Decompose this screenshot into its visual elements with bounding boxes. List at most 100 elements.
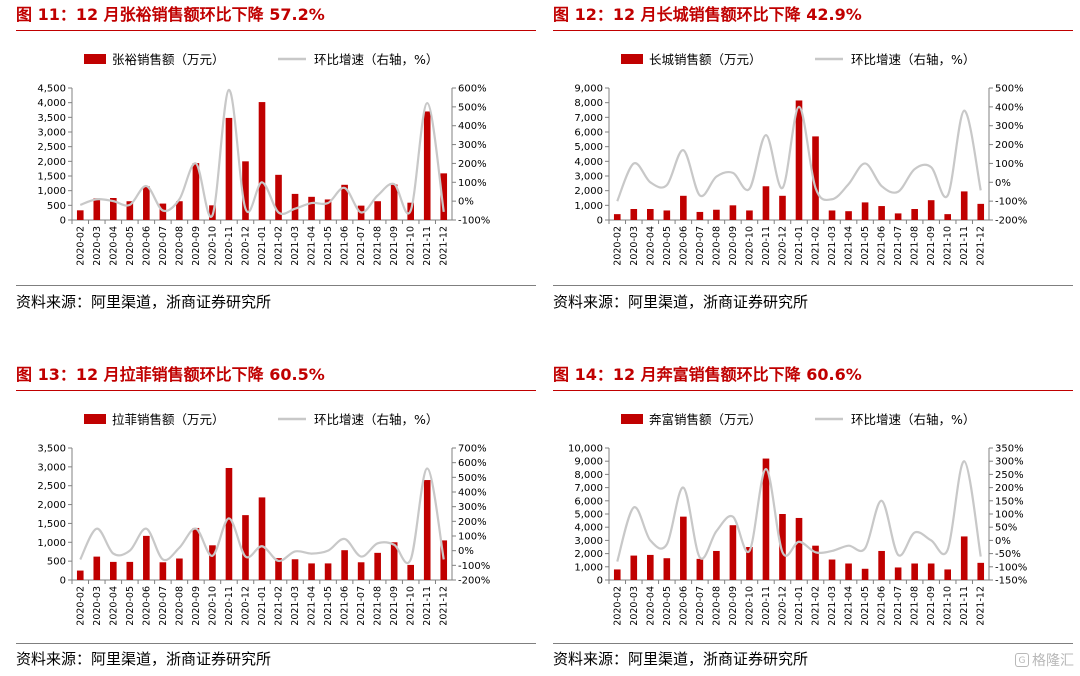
x-tick-label: 2020-12 (240, 226, 251, 266)
y-right-tick-label: 300% (995, 121, 1024, 132)
bar (143, 535, 150, 580)
legend: 长城销售额（万元） 环比增速（右轴，%） (621, 52, 975, 67)
y-right-tick-label: 0% (995, 536, 1011, 547)
chart-panel-12: 图 12：12 月长城销售额环比下降 42.9% 长城销售额（万元） 环比增速（右… (553, 2, 1073, 318)
bar (258, 102, 266, 220)
bar (423, 480, 431, 580)
x-tick-label: 2021-08 (373, 586, 384, 626)
bar (440, 173, 448, 220)
watermark: G 格隆汇 (1015, 650, 1074, 670)
x-tick-label: 2021-11 (422, 586, 433, 626)
bar (696, 211, 704, 220)
x-tick-label: 2021-06 (340, 226, 351, 266)
y-left-tick-label: 7,000 (574, 483, 603, 494)
bar (927, 563, 935, 580)
bar (663, 210, 671, 220)
y-left-tick-label: 2,000 (37, 500, 66, 511)
x-tick-label: 2021-06 (877, 226, 888, 266)
x-tick-label: 2020-07 (695, 226, 706, 266)
x-tick-label: 2021-04 (307, 226, 318, 266)
y-left-tick-label: 3,000 (37, 462, 66, 473)
y-right-tick-label: -150% (995, 576, 1027, 587)
y-right-tick-label: 300% (458, 140, 487, 151)
bar (390, 542, 398, 580)
x-tick-label: 2020-11 (761, 586, 772, 626)
y-right-tick-label: -100% (995, 197, 1027, 208)
x-tick-label: 2020-05 (662, 226, 673, 266)
x-tick-label: 2020-12 (777, 586, 788, 626)
bar (613, 214, 621, 220)
legend-bar-label: 奔富销售额（万元） (649, 412, 762, 427)
y-right-tick-label: 500% (995, 84, 1024, 95)
y-left-tick-label: 2,000 (574, 549, 603, 560)
source-note: 资料来源：阿里渠道，浙商证券研究所 (16, 650, 272, 668)
bar (242, 515, 249, 580)
combo-chart: 长城销售额（万元） 环比增速（右轴，%） 0 1,000 2,000 3,000 4,000… (574, 52, 1027, 266)
x-tick-label: 2020-07 (158, 586, 169, 626)
source-rule (553, 285, 1073, 286)
y-left-tick-label: 1,000 (574, 562, 603, 573)
bar (176, 558, 183, 580)
bar (192, 527, 200, 580)
bar (176, 201, 183, 220)
bar (110, 561, 117, 580)
source-rule (553, 643, 1073, 644)
y-left-tick-label: 9,000 (574, 84, 603, 95)
x-tick-label: 2021-07 (893, 226, 904, 266)
y-left-tick-label: 7,000 (574, 113, 603, 124)
x-tick-label: 2021-04 (844, 226, 855, 266)
y-left-tick-label: 1,000 (574, 201, 603, 212)
x-tick-label: 2020-03 (629, 226, 640, 266)
bar (143, 186, 150, 220)
bar (713, 209, 720, 220)
x-tick-label: 2021-01 (257, 586, 268, 626)
y-left-tick-label: 6,000 (574, 128, 603, 139)
y-right-tick-label: -50% (995, 549, 1021, 560)
y-left-tick-label: 8,000 (574, 470, 603, 481)
growth-line (79, 467, 445, 565)
figure-title: 图 13：12 月拉菲销售额环比下降 60.5% (16, 365, 325, 384)
bar (960, 536, 968, 580)
x-tick-label: 2021-04 (844, 586, 855, 626)
x-tick-label: 2020-04 (108, 226, 119, 266)
x-tick-label: 2021-05 (323, 586, 334, 626)
bar (762, 458, 770, 580)
bar (630, 555, 638, 580)
bar (324, 199, 332, 220)
legend-line-label: 环比增速（右轴，%） (851, 412, 975, 427)
x-tick-label: 2021-09 (926, 586, 937, 626)
x-tick-label: 2020-11 (224, 586, 235, 626)
x-tick-label: 2020-07 (695, 586, 706, 626)
y-left-tick-label: 0 (597, 216, 603, 227)
y-left-tick-label: 3,500 (37, 113, 66, 124)
bar (76, 210, 84, 220)
figure-title: 图 14：12 月奔富销售额环比下降 60.6% (553, 365, 862, 384)
x-tick-label: 2020-02 (612, 586, 623, 626)
y-right-tick-label: -200% (995, 216, 1027, 227)
source-note: 资料来源：阿里渠道，浙商证券研究所 (16, 293, 272, 311)
x-tick-label: 2021-05 (323, 226, 334, 266)
bar (357, 562, 365, 580)
bar (209, 545, 216, 580)
y-left-tick-label: 2,500 (37, 142, 66, 153)
bar (308, 563, 315, 580)
x-tick-label: 2021-10 (943, 226, 954, 266)
chart-panel-14: 图 14：12 月奔富销售额环比下降 60.6% 奔富销售额（万元） 环比增速（右… (553, 362, 1073, 676)
bar (341, 184, 348, 220)
y-right-tick-label: 250% (995, 470, 1024, 481)
bar (126, 561, 134, 580)
y-left-tick-label: 1,000 (37, 538, 66, 549)
x-tick-label: 2021-09 (389, 586, 400, 626)
growth-line (616, 105, 982, 202)
y-left-tick-label: 3,000 (574, 536, 603, 547)
legend-bar-swatch (621, 54, 643, 64)
x-tick-label: 2021-11 (422, 226, 433, 266)
bar (944, 569, 951, 580)
x-tick-label: 2020-10 (207, 586, 218, 626)
x-tick-label: 2020-08 (174, 586, 185, 626)
title-rule (553, 30, 1073, 31)
y-left-tick-label: 8,000 (574, 98, 603, 109)
bar (977, 562, 985, 580)
bar (324, 563, 332, 580)
bar (944, 214, 951, 220)
